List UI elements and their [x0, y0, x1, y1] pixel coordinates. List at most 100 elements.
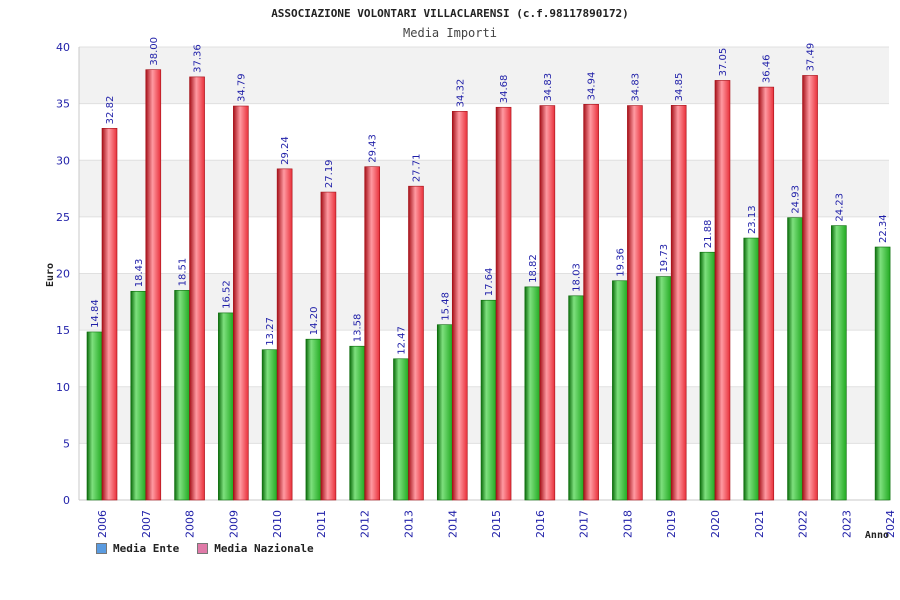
bar-media-ente — [743, 237, 760, 501]
x-tick-label: 2007 — [140, 510, 153, 538]
y-tick-label: 20 — [56, 268, 70, 281]
x-tick-label: 2023 — [840, 510, 853, 538]
x-tick-label: 2022 — [797, 510, 810, 538]
bar-media-nazionale — [189, 76, 205, 501]
legend-label-ente: Media Ente — [113, 542, 180, 555]
x-tick-label: 2020 — [709, 510, 722, 538]
value-label-ente: 18.43 — [134, 259, 145, 288]
bar-media-ente — [86, 331, 103, 501]
bar-media-ente — [524, 286, 541, 501]
grid-band — [79, 103, 889, 161]
y-tick-label: 35 — [56, 98, 70, 111]
value-label-nazionale: 37.49 — [806, 43, 817, 72]
value-label-ente: 23.13 — [747, 205, 758, 234]
y-tick-label: 30 — [56, 154, 70, 167]
legend-item-nazionale: Media Nazionale — [197, 542, 314, 555]
x-tick-label: 2015 — [490, 510, 503, 538]
y-tick-label: 5 — [63, 437, 70, 450]
legend-item-ente: Media Ente — [96, 542, 179, 555]
x-tick-label: 2021 — [753, 510, 766, 538]
chart-subtitle: Media Importi — [403, 26, 497, 40]
value-label-nazionale: 36.46 — [762, 54, 773, 83]
legend-swatch-nazionale — [197, 543, 209, 554]
value-label-ente: 22.34 — [878, 214, 889, 243]
legend-label-nazionale: Media Nazionale — [214, 542, 314, 555]
bar-media-ente — [787, 217, 803, 501]
bar-media-ente — [612, 280, 628, 501]
x-tick-label: 2012 — [359, 510, 372, 538]
x-tick-label: 2016 — [534, 510, 547, 538]
value-label-nazionale: 29.43 — [368, 134, 379, 163]
value-label-ente: 18.82 — [528, 254, 539, 283]
y-tick-label: 10 — [56, 381, 70, 394]
value-label-nazionale: 27.71 — [411, 154, 422, 183]
value-label-ente: 18.03 — [572, 263, 583, 292]
value-label-ente: 14.84 — [90, 299, 101, 328]
value-label-nazionale: 34.83 — [630, 73, 641, 102]
value-label-ente: 13.58 — [353, 314, 364, 343]
value-label-ente: 19.36 — [615, 248, 626, 277]
value-label-ente: 15.48 — [440, 292, 451, 321]
x-tick-label: 2014 — [446, 510, 459, 538]
value-label-nazionale: 34.94 — [587, 72, 598, 101]
value-label-nazionale: 34.79 — [236, 73, 247, 102]
bar-media-nazionale — [408, 185, 424, 501]
x-tick-label: 2013 — [402, 510, 415, 538]
bar-media-ente — [655, 276, 672, 501]
bar-media-ente — [393, 358, 409, 501]
value-label-ente: 21.88 — [703, 220, 714, 249]
bar-media-ente — [831, 225, 847, 501]
bar-media-ente — [436, 324, 453, 501]
bar-media-nazionale — [276, 168, 293, 501]
value-label-nazionale: 27.19 — [324, 159, 335, 188]
bar-media-ente — [261, 349, 278, 501]
bar-media-ente — [174, 290, 190, 501]
bar-media-nazionale — [233, 105, 249, 501]
value-label-ente: 19.73 — [659, 244, 670, 273]
bar-media-nazionale — [583, 104, 599, 501]
y-tick-label: 25 — [56, 211, 70, 224]
value-label-nazionale: 37.05 — [718, 48, 729, 77]
x-tick-label: 2009 — [227, 510, 240, 538]
chart-title: ASSOCIAZIONE VOLONTARI VILLACLARENSI (c.… — [271, 7, 629, 20]
x-tick-label: 2010 — [271, 510, 284, 538]
x-tick-label: 2011 — [315, 510, 328, 538]
y-tick-label: 0 — [63, 494, 70, 507]
value-label-ente: 12.47 — [396, 326, 407, 355]
legend-swatch-ente — [96, 543, 107, 554]
value-label-nazionale: 29.24 — [280, 136, 291, 165]
x-tick-label: 2018 — [621, 510, 634, 538]
bar-media-ente — [480, 299, 497, 501]
x-tick-label: 2008 — [184, 510, 197, 538]
value-label-nazionale: 32.82 — [105, 96, 116, 125]
bar-media-nazionale — [364, 166, 381, 501]
bar-media-nazionale — [802, 75, 818, 501]
legend: Media Ente Media Nazionale — [96, 542, 314, 555]
value-label-ente: 17.64 — [484, 268, 495, 297]
value-label-nazionale: 38.00 — [149, 37, 160, 66]
y-tick-label: 15 — [56, 324, 70, 337]
value-label-ente: 14.20 — [309, 307, 320, 336]
x-tick-label: 2006 — [96, 510, 109, 538]
y-tick-label: 40 — [56, 41, 70, 54]
value-label-ente: 24.93 — [791, 185, 802, 214]
bar-media-nazionale — [627, 105, 643, 501]
bar-media-ente — [568, 295, 584, 501]
bar-media-nazionale — [539, 105, 556, 501]
y-axis-label: Euro — [45, 263, 56, 287]
value-label-nazionale: 34.68 — [499, 75, 510, 104]
value-label-ente: 13.27 — [265, 317, 276, 346]
value-label-nazionale: 34.85 — [674, 73, 685, 102]
value-label-nazionale: 34.32 — [455, 79, 466, 108]
bar-media-ente — [130, 290, 147, 501]
bar-media-nazionale — [101, 128, 118, 501]
bar-media-nazionale — [145, 69, 162, 501]
bar-media-ente — [305, 338, 322, 501]
bar-media-nazionale — [670, 105, 687, 501]
bar-media-nazionale — [758, 86, 775, 501]
bars-group: 14.84 32.82 18.43 38.00 18.51 37.36 16.52 34.79… — [86, 37, 891, 501]
grid-band — [79, 160, 889, 217]
value-label-ente: 24.23 — [834, 193, 845, 222]
value-label-nazionale: 37.36 — [193, 44, 204, 73]
